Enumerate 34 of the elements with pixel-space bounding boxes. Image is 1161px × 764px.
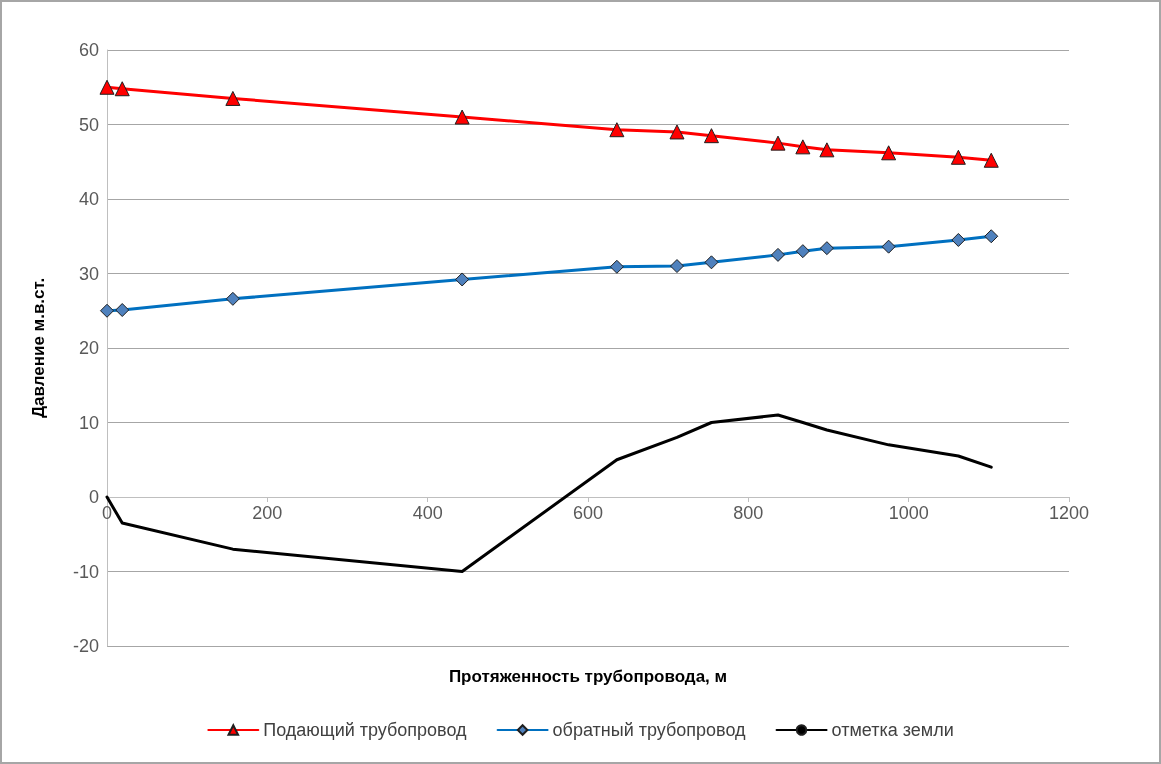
legend-label: обратный трубопровод [552, 720, 747, 740]
x-tick-label: 200 [252, 503, 283, 523]
y-tick-label: -10 [72, 561, 99, 582]
y-tick-label: 40 [78, 189, 99, 209]
point [795, 139, 811, 155]
point [609, 122, 625, 138]
y-tick-label: 50 [78, 114, 99, 135]
y-tick-label: 10 [78, 412, 99, 433]
legend-label: Подающий трубопровод [263, 720, 468, 740]
x-tick-label: 600 [572, 503, 604, 523]
point [950, 149, 966, 165]
point [454, 109, 470, 125]
point [819, 142, 835, 158]
point [983, 152, 999, 168]
point [225, 90, 241, 106]
point [881, 145, 897, 161]
point [770, 135, 786, 151]
y-tick-label: 20 [78, 338, 99, 358]
x-tick-label: 1200 [1048, 503, 1090, 523]
y-tick-label: -20 [72, 636, 99, 656]
x-tick-label: 800 [733, 503, 764, 523]
x-tick-label: 1000 [888, 503, 929, 523]
x-tick-label: 400 [412, 503, 443, 523]
point [703, 128, 719, 144]
point [669, 124, 685, 140]
y-tick-label: 60 [78, 40, 99, 60]
x-tick-label: 0 [101, 503, 113, 523]
legend-label: отметка земли [831, 720, 954, 740]
y-tick-label: 0 [88, 487, 99, 507]
point [114, 81, 130, 97]
y-axis-title: Давление м.в.ст. [29, 277, 48, 419]
x-axis-title: Протяженность трубопровода, м [448, 667, 728, 686]
y-tick-label: 30 [78, 263, 99, 284]
point [99, 79, 115, 95]
